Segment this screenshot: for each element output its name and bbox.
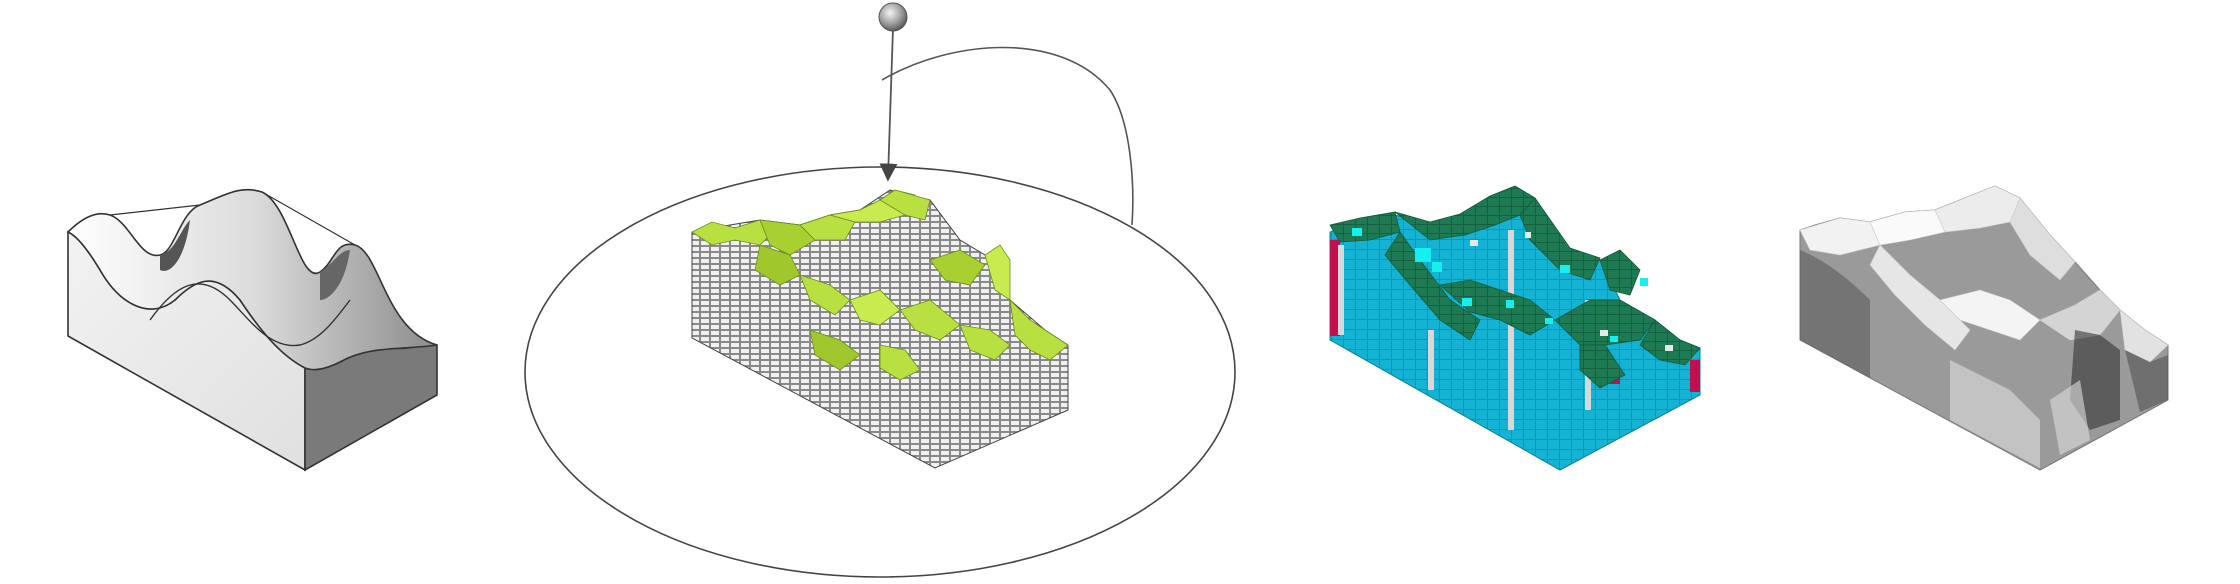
- cyan-highlight-cells: [1352, 228, 1648, 342]
- connector-arc: [881, 46, 1134, 226]
- voxel-terrain-in-sphere: [524, 2, 1236, 578]
- greyscale-shadow: [2125, 350, 2168, 412]
- terrain-ridge-line: [149, 283, 351, 347]
- terrain-top-surface: [66, 188, 438, 371]
- red-accent: [1690, 360, 1700, 392]
- terrain-back-edge: [109, 191, 356, 246]
- greyscale-highlight: [2050, 380, 2090, 455]
- grey-seam: [1428, 330, 1434, 390]
- white-spot-cells: [1470, 232, 1673, 351]
- greyscale-highlight: [1950, 360, 2040, 468]
- voxel-terrain-greyscale: [1799, 185, 2169, 471]
- classified-top-cells: [1329, 185, 1701, 389]
- grey-seam: [1508, 230, 1514, 430]
- voxel-top-cells: [691, 189, 1069, 381]
- terrain-shadow: [320, 250, 350, 300]
- greyscale-shadow: [1800, 250, 1870, 378]
- smooth-terrain-solid: [66, 188, 438, 472]
- connector-arrow: [879, 27, 898, 182]
- red-accent: [1330, 240, 1340, 336]
- voxel-terrain-classified: [1329, 185, 1701, 471]
- grey-seam: [1338, 245, 1344, 335]
- greyscale-top-cells: [1799, 185, 2169, 363]
- terrain-shadow: [160, 220, 190, 271]
- sphere-icon: [878, 2, 908, 32]
